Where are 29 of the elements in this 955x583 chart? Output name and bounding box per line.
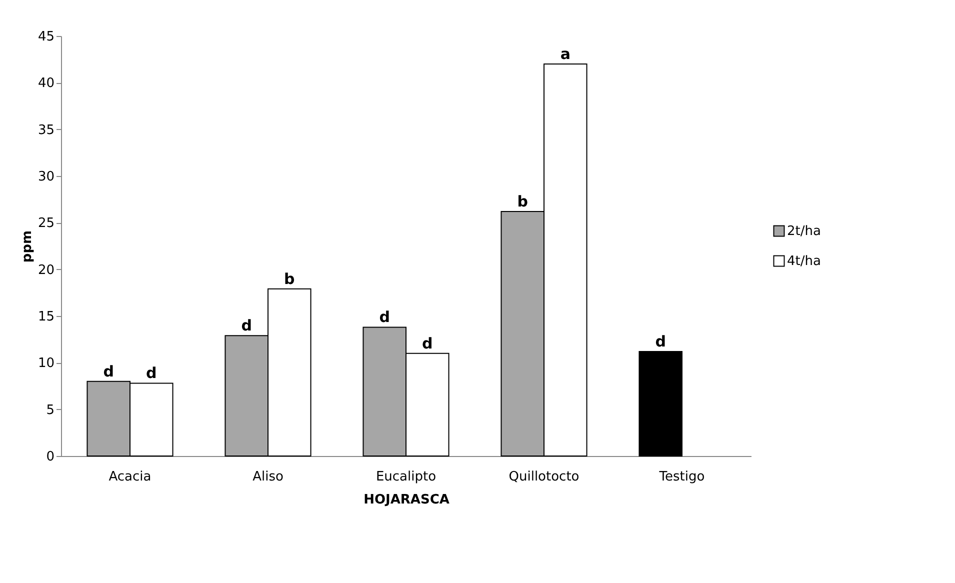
y-tick-label: 45 <box>38 30 54 44</box>
y-tick-label: 0 <box>46 450 54 464</box>
x-tick-label: Acacia <box>108 470 152 484</box>
y-tick-label: 20 <box>38 262 54 278</box>
y-tick-label: 15 <box>38 310 54 324</box>
y-tick-label: 30 <box>38 170 54 184</box>
legend-label: 4t/ha <box>787 254 821 269</box>
data-label: b <box>517 192 528 210</box>
data-label: d <box>422 334 433 352</box>
data-label: d <box>655 332 666 350</box>
y-tick-label: 40 <box>38 76 54 92</box>
data-label: d <box>146 364 157 382</box>
x-tick-label: Aliso <box>252 470 284 484</box>
x-tick-label: Testigo <box>658 470 705 484</box>
y-axis-title: ppm <box>20 230 35 263</box>
data-label: a <box>560 45 570 63</box>
y-tick-label: 10 <box>38 356 54 372</box>
y-tick-label: 35 <box>38 122 54 138</box>
data-label: d <box>379 308 390 326</box>
legend-label: 2t/ha <box>787 224 821 239</box>
y-tick-label: 25 <box>38 216 54 232</box>
x-tick-label: Quillotocto <box>508 470 580 484</box>
x-tick-label: Eucalipto <box>376 470 436 484</box>
y-tick-label: 5 <box>46 402 54 418</box>
data-label: d <box>103 362 114 380</box>
data-label: d <box>241 316 252 335</box>
data-label: b <box>284 270 296 288</box>
bar <box>638 350 682 456</box>
x-axis-title: HOJARASCA <box>364 492 450 508</box>
